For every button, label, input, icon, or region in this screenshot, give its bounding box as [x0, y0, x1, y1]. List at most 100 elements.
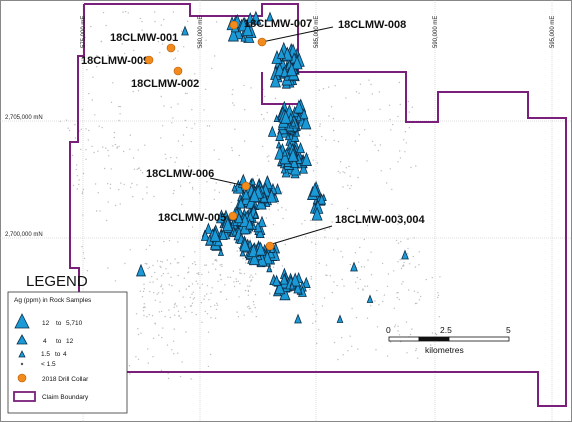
survey-dot [331, 221, 333, 223]
survey-dot [371, 140, 374, 143]
survey-dot [349, 263, 351, 266]
survey-dot [210, 317, 212, 319]
survey-dot [391, 188, 393, 191]
survey-dot [359, 278, 361, 281]
collar-marker-003-004[interactable] [265, 241, 275, 251]
survey-dot [331, 203, 333, 205]
rock-sample-markers [136, 10, 409, 324]
legend-heading: Ag (ppm) in Rock Samples [14, 297, 92, 304]
survey-dot [76, 188, 79, 190]
survey-dot [183, 255, 185, 258]
survey-dot [356, 276, 358, 279]
survey-dot [184, 119, 187, 122]
survey-dot [285, 209, 287, 211]
survey-dot [262, 145, 264, 147]
survey-dot [177, 140, 180, 142]
survey-dot [249, 307, 251, 309]
survey-dot [405, 142, 407, 144]
rock-sample-marker [284, 132, 292, 141]
survey-dot [177, 241, 179, 243]
collar-marker-008[interactable] [257, 37, 267, 47]
survey-dot [88, 129, 90, 132]
survey-dot [206, 181, 208, 183]
survey-dot [80, 148, 82, 151]
survey-dot [132, 157, 135, 159]
survey-dot [85, 149, 87, 151]
survey-dot [74, 137, 77, 139]
survey-dot [71, 154, 74, 157]
survey-dot [158, 334, 160, 336]
collar-marker-007[interactable] [229, 20, 239, 30]
survey-dot [90, 25, 92, 28]
survey-dot [366, 160, 368, 162]
survey-dot [91, 99, 93, 101]
collar-marker-002[interactable] [173, 66, 183, 76]
survey-dot [176, 305, 178, 307]
survey-dot [87, 139, 90, 141]
survey-dot [408, 127, 411, 129]
survey-dot [114, 280, 117, 282]
legend-claim-label: Claim Boundary [42, 394, 89, 401]
survey-dot [135, 356, 137, 358]
survey-dot [210, 305, 212, 308]
survey-dot [359, 83, 362, 86]
survey-dot [194, 261, 196, 263]
survey-dot [370, 305, 372, 307]
survey-dot [94, 114, 96, 116]
survey-dot [142, 198, 144, 200]
survey-dot [183, 277, 185, 279]
collar-marker-006[interactable] [241, 181, 251, 191]
survey-dot [199, 287, 201, 289]
survey-dot [112, 82, 114, 84]
survey-dot [172, 11, 175, 13]
rock-sample-marker [252, 210, 259, 219]
survey-dot [304, 219, 306, 222]
survey-dot [216, 260, 218, 262]
survey-dot [208, 125, 211, 127]
collar-marker-005[interactable] [228, 211, 238, 221]
survey-dot [159, 88, 161, 90]
survey-dot [397, 161, 399, 163]
survey-dot [418, 299, 421, 301]
survey-dot [208, 171, 211, 174]
survey-dot [160, 24, 162, 26]
survey-dot [344, 172, 346, 174]
legend-triangle-large [14, 313, 30, 329]
survey-dot [105, 24, 107, 27]
survey-dot [98, 125, 100, 127]
survey-dot [339, 172, 341, 174]
survey-dot [231, 93, 233, 96]
survey-dot [189, 296, 191, 299]
survey-dot [178, 262, 180, 264]
legend-box: Ag (ppm) in Rock Samples 12 to 5,710 4 t… [7, 291, 128, 414]
easting-label: 590,000 mE [433, 16, 439, 48]
survey-dot [217, 280, 219, 282]
scale-unit: kilometres [425, 345, 464, 355]
survey-dot [407, 100, 410, 103]
survey-dot [232, 102, 234, 104]
rock-sample-marker [241, 188, 251, 200]
survey-dot [186, 126, 188, 129]
survey-dot [268, 208, 270, 210]
collar-marker-001[interactable] [166, 43, 176, 53]
survey-dot [345, 167, 347, 169]
survey-dot [180, 317, 182, 319]
survey-dot [187, 267, 190, 269]
survey-dot [177, 103, 179, 105]
collar-marker-009[interactable] [144, 55, 154, 65]
survey-dot [107, 183, 109, 185]
survey-dot [237, 316, 240, 318]
survey-dot [314, 310, 316, 312]
survey-dot [187, 272, 189, 274]
survey-dot [135, 313, 138, 315]
survey-dot [207, 271, 210, 273]
rock-sample-marker [280, 109, 292, 124]
survey-dot [247, 294, 250, 296]
survey-dot [127, 12, 129, 14]
survey-dot [231, 149, 233, 152]
survey-dot [143, 303, 145, 305]
survey-dot [93, 151, 95, 154]
survey-dot [355, 91, 358, 93]
survey-dot [397, 223, 399, 225]
survey-dot [309, 134, 311, 136]
